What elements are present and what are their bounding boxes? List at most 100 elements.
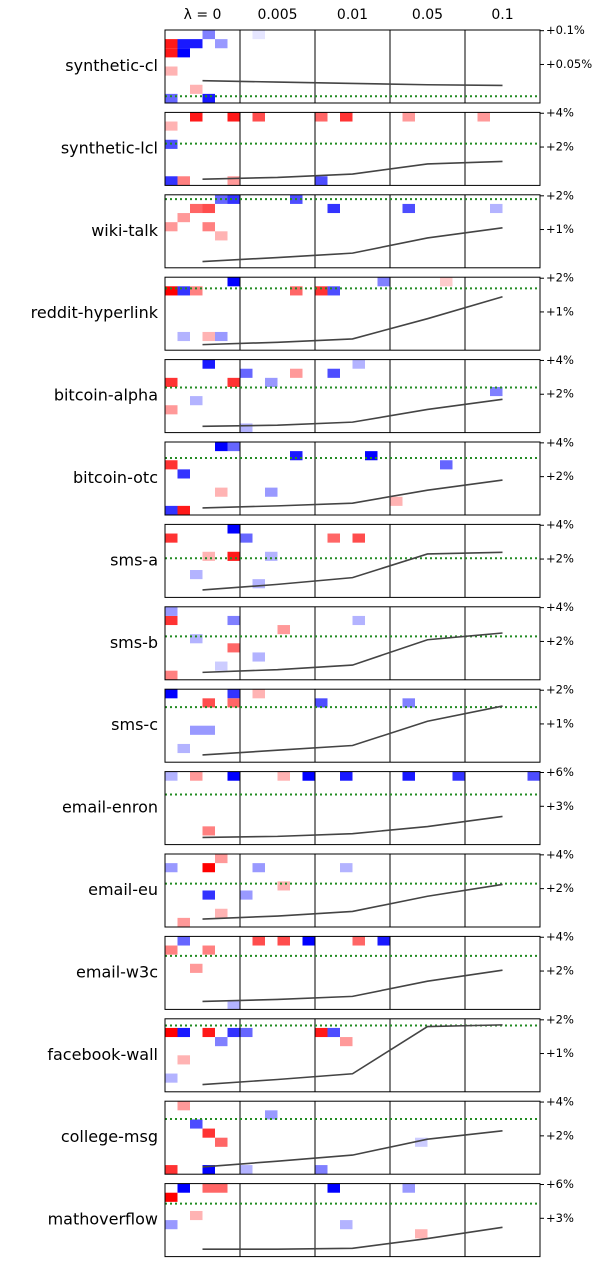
heatmap-cell [452,771,465,781]
heatmap-cell [415,1229,428,1239]
trend-line [202,79,503,87]
heatmap-cell [177,213,190,223]
heatmap-cell [215,1137,228,1147]
heatmap-cell [477,112,490,122]
y2-tick-label: +4% [546,106,574,120]
panel-background [165,359,540,433]
heatmap-cell [402,203,415,214]
heatmap-cell [302,936,315,946]
panel-frame [164,29,541,104]
column-label: 0.005 [257,7,297,23]
heatmap-cell [215,231,228,241]
trend-line [202,398,503,428]
heatmap-cell [365,451,378,461]
heatmap-cell [240,890,253,900]
y2-tick-label: +2% [546,634,574,648]
heatmap-cell [202,725,215,735]
heatmap-cell [202,331,215,342]
heatmap-cell [252,30,265,40]
trend-line [202,1129,503,1168]
heatmap-cell [277,771,290,781]
heatmap-cell [202,945,215,955]
column-label: λ = 0 [184,7,222,23]
heatmap-cell [415,1137,428,1147]
y2-tick-label: +3% [546,1211,574,1225]
heatmap-cell [202,551,215,561]
heatmap-cell [215,487,228,497]
heatmap-cell [352,615,365,626]
y2-tick-label: +2% [546,552,574,566]
heatmap-cell [290,286,303,296]
trend-line [202,883,503,920]
heatmap-cell [527,771,540,781]
heatmap-cell [252,579,265,589]
y2-tick-label: +2% [546,881,574,895]
heatmap-cell [227,551,240,561]
heatmap-cell [165,863,178,873]
heatmap-cell [165,945,178,955]
panel-title: sms-c [111,715,158,734]
heatmap-cell [165,615,178,626]
heatmap-cell [215,39,228,49]
y2-tick-label: +1% [546,716,574,730]
heatmap-cell [177,743,190,754]
heatmap-cell [190,771,203,781]
y2-tick-label: +6% [546,765,574,779]
heatmap-cell [265,551,278,561]
panel-background [165,194,540,268]
heatmap-cell [327,1183,340,1193]
heatmap-cell [165,93,178,103]
heatmap-cell [215,661,228,671]
heatmap-cell [165,1165,178,1175]
y2-tick-label: +3% [546,799,574,813]
panel: +4% +2% bitcoin-alpha [54,353,574,434]
panel-title: email-enron [62,798,158,817]
heatmap-cell [165,460,178,470]
y2-tick-label: +4% [546,1095,574,1109]
heatmap-cell [265,487,278,497]
trend-line [202,632,503,674]
heatmap-cell [190,570,203,580]
heatmap-cell [440,460,453,470]
heatmap-cell [190,84,203,94]
y2-tick-label: +2% [546,271,574,285]
trend-line [202,969,503,1003]
heatmap-cell [265,1110,278,1120]
heatmap-cell [202,1128,215,1138]
panel: +4% +2% synthetic-lcl [61,106,574,186]
heatmap-cell [227,615,240,626]
heatmap-cell [490,386,503,397]
panel: +0.1% +0.05% synthetic-cl [65,23,592,104]
heatmap-cell [215,908,228,918]
trend-line [202,295,503,346]
panel-frame [164,441,541,516]
heatmap-cell [177,331,190,342]
heatmap-cell [240,1165,253,1175]
heatmap-cell [252,689,265,699]
heatmap-cell [202,1165,215,1175]
trend-line [202,479,503,509]
heatmap-cell [165,1027,178,1038]
heatmap-cell [227,1027,240,1038]
heatmap-cell [190,286,203,296]
heatmap-cell [402,112,415,122]
heatmap-cell [227,771,240,781]
heatmap-cell [165,121,178,131]
heatmap-cell [165,405,178,415]
heatmap-cell [315,1165,328,1175]
y2-tick-label: +2% [546,188,574,202]
panel: +4% +2% bitcoin-otc [73,435,574,516]
panel-frame [164,276,541,351]
y2-tick-label: +6% [546,1177,574,1191]
panel-frame [164,771,541,846]
heatmap-cell [165,286,178,296]
heatmap-cell [227,1000,240,1010]
trend-line [202,815,503,839]
trend-line [202,160,503,180]
heatmap-cell [165,222,178,232]
panel: +2% +1% wiki-talk [91,188,574,269]
y2-tick-label: +1% [546,304,574,318]
heatmap-cell [265,377,278,387]
heatmap-cell [440,277,453,287]
